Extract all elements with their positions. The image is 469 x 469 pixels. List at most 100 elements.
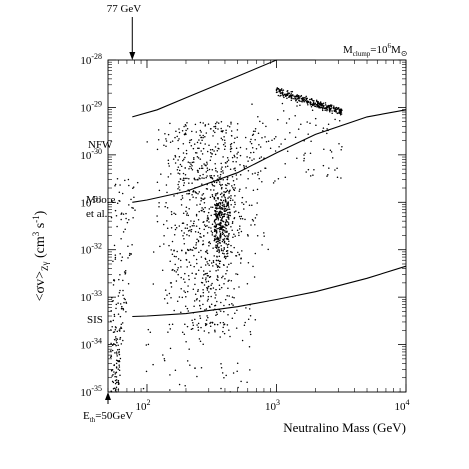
scatter-point (162, 223, 165, 226)
scatter-point (184, 384, 186, 387)
scatter-point (219, 224, 221, 227)
scatter-point (185, 210, 187, 212)
scatter-point (118, 366, 121, 368)
scatter-point (330, 107, 333, 109)
scatter-point (167, 162, 170, 165)
scatter-point (226, 157, 229, 159)
scatter-point (218, 207, 220, 210)
y-axis-label-unit-end: ) (33, 210, 48, 215)
scatter-point (227, 216, 230, 219)
scatter-point (233, 296, 235, 299)
scatter-point (222, 199, 225, 202)
scatter-point (327, 123, 330, 125)
scatter-point (128, 184, 130, 187)
scatter-point (211, 183, 214, 186)
scatter-point (180, 287, 182, 290)
scatter-point (206, 220, 208, 222)
scatter-point (204, 225, 207, 228)
scatter-point (207, 263, 209, 265)
scatter-point (116, 391, 118, 393)
scatter-point (309, 152, 312, 155)
scatter-point (173, 195, 175, 197)
scatter-point (177, 258, 180, 260)
scatter-point (229, 335, 231, 338)
scatter-point (221, 276, 223, 279)
scatter-point (199, 134, 201, 137)
scatter-point (234, 169, 237, 172)
scatter-point (193, 143, 196, 145)
scatter-point (186, 266, 188, 268)
scatter-point (176, 269, 179, 271)
scatter-point (196, 375, 198, 378)
scatter-point (208, 144, 210, 146)
scatter-point (191, 182, 193, 184)
scatter-point (216, 197, 219, 199)
scatter-point (184, 167, 186, 169)
scatter-point (229, 211, 231, 213)
scatter-point (186, 234, 188, 236)
scatter-point (208, 259, 211, 262)
scatter-point (213, 229, 216, 231)
scatter-point (219, 321, 222, 324)
scatter-point (208, 276, 211, 279)
scatter-point (122, 279, 124, 282)
scatter-point (226, 160, 229, 163)
scatter-point (333, 109, 336, 111)
scatter-point (305, 95, 307, 98)
scatter-point (330, 105, 333, 108)
scatter-point (254, 128, 257, 130)
scatter-point (222, 143, 225, 146)
scatter-point (110, 350, 112, 352)
scatter-point (303, 157, 305, 160)
scatter-point (324, 102, 327, 104)
scatter-point (216, 313, 218, 315)
scatter-point (244, 136, 247, 139)
scatter-point (122, 213, 125, 215)
scatter-point (112, 279, 115, 282)
scatter-point (197, 218, 200, 221)
scatter-point (203, 228, 205, 231)
scatter-point (220, 137, 223, 139)
scatter-point (226, 204, 229, 207)
scatter-point (223, 203, 225, 206)
scatter-point (178, 181, 180, 183)
scatter-point (256, 202, 258, 204)
scatter-point (216, 227, 218, 230)
scatter-point (252, 265, 254, 268)
scatter-point (192, 322, 194, 324)
scatter-point (185, 296, 187, 298)
scatter-point (207, 295, 210, 298)
scatter-point (116, 341, 118, 344)
y-tick-label: 10-29 (80, 99, 102, 114)
scatter-point (236, 309, 238, 312)
scatter-point (231, 303, 233, 305)
scatter-point (222, 321, 225, 324)
scatter-point (214, 146, 217, 148)
scatter-point (280, 143, 282, 145)
scatter-point (314, 102, 316, 105)
scatter-point (201, 165, 203, 167)
scatter-point (228, 329, 230, 331)
scatter-point (169, 260, 171, 263)
scatter-point (305, 98, 308, 101)
scatter-point (118, 191, 121, 194)
scatter-point (328, 167, 330, 169)
scatter-point (149, 331, 152, 334)
scatter-point (114, 382, 117, 385)
scatter-point (227, 243, 230, 246)
scatter-point (204, 206, 206, 209)
scatter-point (200, 167, 203, 169)
scatter-point (192, 246, 195, 249)
scatter-point (115, 379, 118, 381)
scatter-point (195, 131, 198, 133)
scatter-point (202, 303, 204, 306)
scatter-point (183, 182, 186, 184)
scatter-point (119, 273, 121, 276)
scatter-point (227, 182, 229, 185)
scatter-point (234, 137, 236, 140)
scatter-point (194, 123, 197, 126)
x-axis-label: Neutralino Mass (GeV) (283, 420, 406, 435)
scatter-point (114, 389, 117, 392)
scatter-point (310, 101, 312, 104)
scatter-point (216, 149, 219, 152)
